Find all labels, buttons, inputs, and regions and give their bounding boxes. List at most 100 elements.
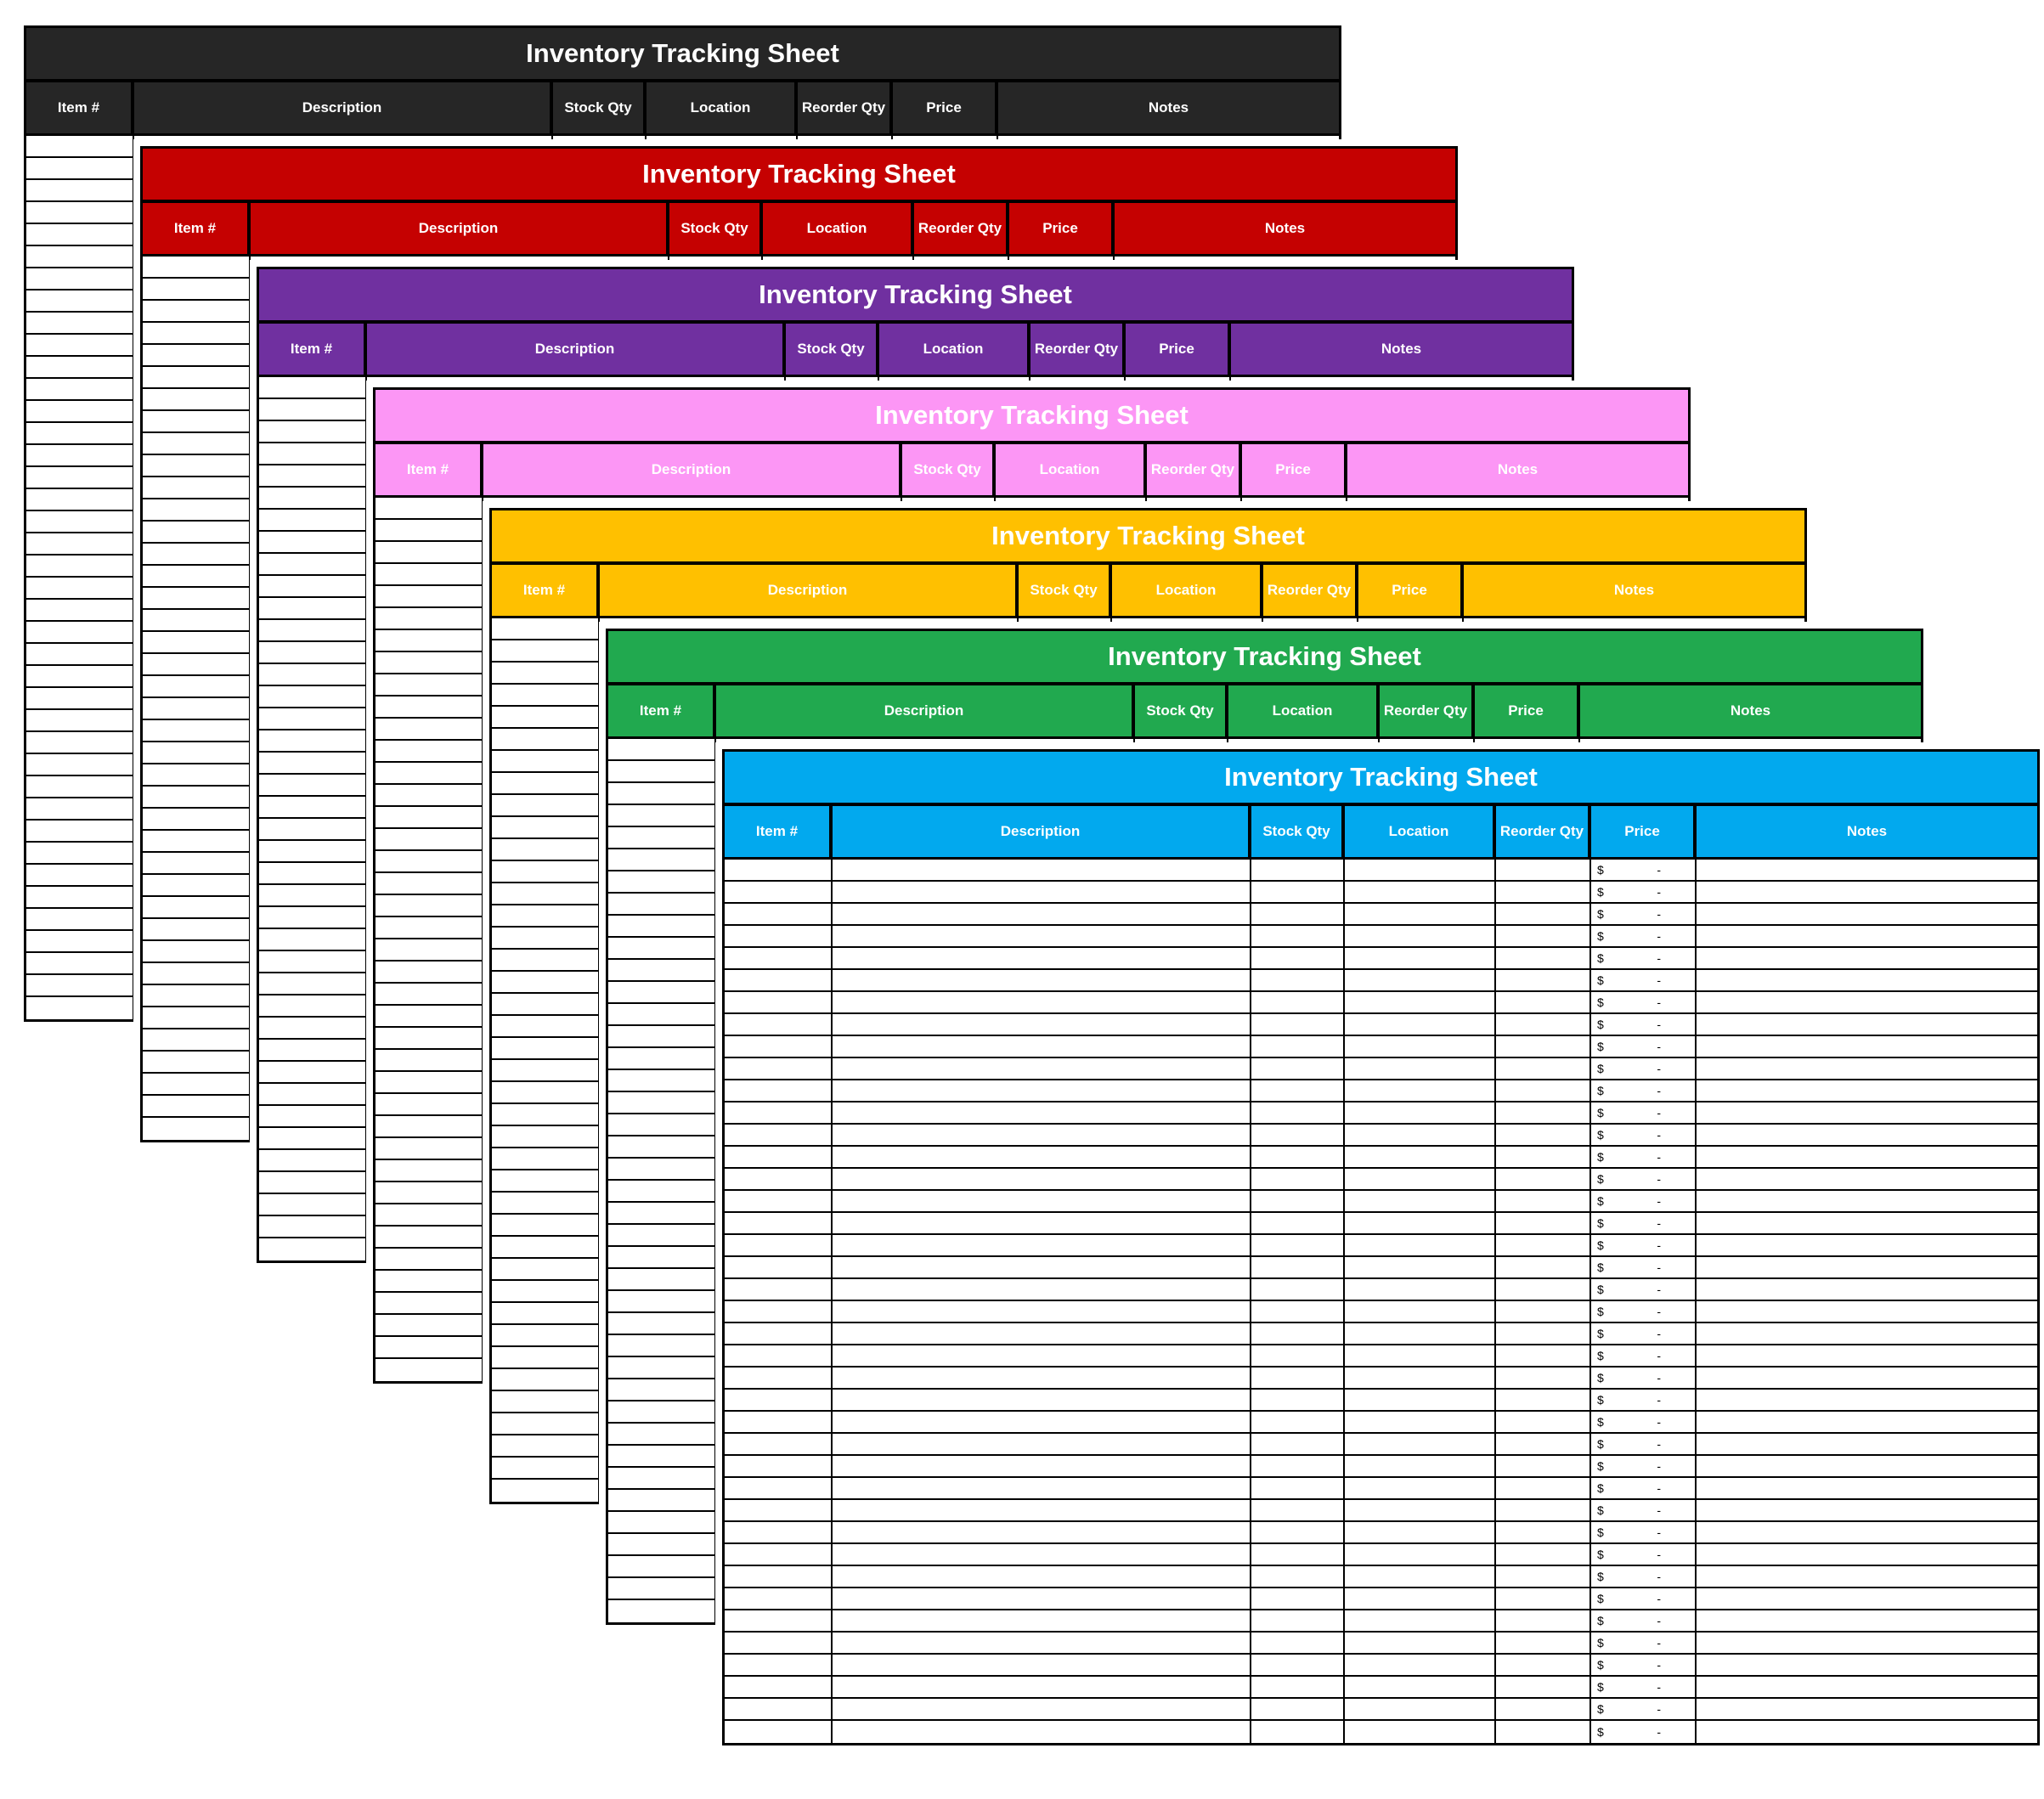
cell-stock-qty[interactable] <box>1251 1500 1345 1520</box>
cell-price[interactable]: $- <box>1591 1235 1697 1255</box>
cell-item-number[interactable] <box>143 831 251 851</box>
cell-description[interactable] <box>833 1610 1251 1631</box>
cell-item-number[interactable] <box>26 224 134 245</box>
cell-stock-qty[interactable] <box>1251 1633 1345 1653</box>
cell-location[interactable] <box>1345 1235 1496 1255</box>
cell-item-number[interactable] <box>608 1291 716 1311</box>
cell-item-number[interactable] <box>26 180 134 200</box>
cell-item-number[interactable] <box>725 1257 833 1277</box>
cell-item-number[interactable] <box>725 1522 833 1542</box>
cell-item-number[interactable] <box>26 798 134 819</box>
cell-reorder-qty[interactable] <box>1496 970 1591 990</box>
cell-price[interactable]: $- <box>1591 1566 1697 1587</box>
cell-reorder-qty[interactable] <box>1496 1235 1591 1255</box>
cell-location[interactable] <box>1345 1456 1496 1476</box>
cell-item-number[interactable] <box>725 1677 833 1697</box>
cell-reorder-qty[interactable] <box>1496 860 1591 880</box>
cell-notes[interactable] <box>1697 1257 2037 1277</box>
cell-reorder-qty[interactable] <box>1496 1566 1591 1587</box>
cell-location[interactable] <box>1345 1191 1496 1211</box>
cell-item-number[interactable] <box>492 1458 600 1478</box>
cell-notes[interactable] <box>1697 1103 2037 1123</box>
cell-notes[interactable] <box>1697 1588 2037 1609</box>
cell-item-number[interactable] <box>375 1094 483 1114</box>
cell-price[interactable]: $- <box>1591 1544 1697 1565</box>
cell-item-number[interactable] <box>608 1335 716 1356</box>
cell-item-number[interactable] <box>143 676 251 696</box>
cell-item-number[interactable] <box>26 489 134 510</box>
cell-item-number[interactable] <box>608 1401 716 1422</box>
cell-item-number[interactable] <box>375 851 483 871</box>
cell-item-number[interactable] <box>26 578 134 598</box>
cell-notes[interactable] <box>1697 1456 2037 1476</box>
cell-price[interactable]: $- <box>1591 1456 1697 1476</box>
cell-item-number[interactable] <box>492 1281 600 1301</box>
cell-reorder-qty[interactable] <box>1496 904 1591 924</box>
cell-reorder-qty[interactable] <box>1496 1500 1591 1520</box>
cell-notes[interactable] <box>1697 1014 2037 1035</box>
cell-description[interactable] <box>833 1588 1251 1609</box>
cell-item-number[interactable] <box>608 1159 716 1179</box>
cell-item-number[interactable] <box>259 1128 367 1148</box>
cell-item-number[interactable] <box>492 1193 600 1213</box>
cell-item-number[interactable] <box>608 916 716 936</box>
cell-item-number[interactable] <box>26 666 134 686</box>
cell-price[interactable]: $- <box>1591 882 1697 902</box>
cell-price[interactable]: $- <box>1591 1368 1697 1388</box>
cell-item-number[interactable] <box>143 1096 251 1116</box>
cell-location[interactable] <box>1345 1478 1496 1498</box>
cell-description[interactable] <box>833 1147 1251 1167</box>
cell-description[interactable] <box>833 1213 1251 1233</box>
cell-price[interactable]: $- <box>1591 926 1697 946</box>
cell-stock-qty[interactable] <box>1251 1412 1345 1432</box>
cell-price[interactable]: $- <box>1591 1147 1697 1167</box>
cell-description[interactable] <box>833 904 1251 924</box>
cell-item-number[interactable] <box>143 742 251 763</box>
cell-item-number[interactable] <box>259 841 367 861</box>
cell-price[interactable]: $- <box>1591 1434 1697 1454</box>
cell-location[interactable] <box>1345 1566 1496 1587</box>
cell-item-number[interactable] <box>608 1114 716 1135</box>
cell-item-number[interactable] <box>375 962 483 982</box>
cell-description[interactable] <box>833 1279 1251 1300</box>
cell-item-number[interactable] <box>608 1048 716 1069</box>
cell-stock-qty[interactable] <box>1251 1191 1345 1211</box>
cell-item-number[interactable] <box>725 882 833 902</box>
cell-item-number[interactable] <box>608 1225 716 1245</box>
cell-price[interactable]: $- <box>1591 1080 1697 1101</box>
cell-notes[interactable] <box>1697 1500 2037 1520</box>
cell-notes[interactable] <box>1697 882 2037 902</box>
cell-item-number[interactable] <box>492 1126 600 1147</box>
cell-item-number[interactable] <box>143 588 251 608</box>
cell-notes[interactable] <box>1697 1235 2037 1255</box>
cell-item-number[interactable] <box>375 1315 483 1335</box>
cell-notes[interactable] <box>1697 1345 2037 1366</box>
cell-item-number[interactable] <box>143 566 251 586</box>
cell-item-number[interactable] <box>725 904 833 924</box>
cell-item-number[interactable] <box>608 1446 716 1466</box>
cell-stock-qty[interactable] <box>1251 992 1345 1012</box>
cell-item-number[interactable] <box>26 401 134 421</box>
cell-location[interactable] <box>1345 970 1496 990</box>
cell-item-number[interactable] <box>259 620 367 640</box>
cell-item-number[interactable] <box>608 849 716 870</box>
cell-location[interactable] <box>1345 1633 1496 1653</box>
cell-item-number[interactable] <box>143 720 251 741</box>
cell-item-number[interactable] <box>259 775 367 795</box>
cell-description[interactable] <box>833 1014 1251 1035</box>
cell-reorder-qty[interactable] <box>1496 992 1591 1012</box>
cell-item-number[interactable] <box>608 1004 716 1024</box>
cell-reorder-qty[interactable] <box>1496 1014 1591 1035</box>
cell-item-number[interactable] <box>143 853 251 873</box>
cell-item-number[interactable] <box>608 938 716 958</box>
cell-item-number[interactable] <box>259 532 367 552</box>
cell-reorder-qty[interactable] <box>1496 1390 1591 1410</box>
cell-item-number[interactable] <box>26 644 134 664</box>
cell-item-number[interactable] <box>608 761 716 781</box>
cell-item-number[interactable] <box>26 357 134 377</box>
cell-item-number[interactable] <box>259 1062 367 1082</box>
cell-price[interactable]: $- <box>1591 1588 1697 1609</box>
cell-item-number[interactable] <box>26 445 134 465</box>
cell-item-number[interactable] <box>143 367 251 387</box>
cell-stock-qty[interactable] <box>1251 1544 1345 1565</box>
